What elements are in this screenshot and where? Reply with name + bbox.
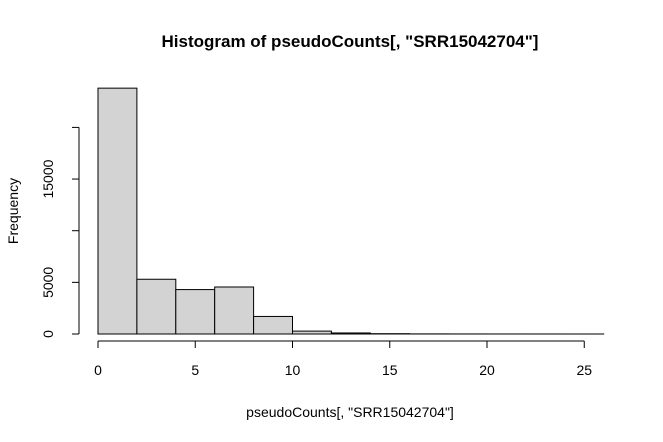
y-tick-label: 0 [40, 330, 56, 338]
x-tick-label: 0 [94, 362, 102, 378]
x-axis: 0 5 10 15 20 25 [94, 340, 592, 378]
bars-group [97, 87, 605, 335]
y-axis: 0 5000 15000 [40, 126, 80, 338]
x-tick-label: 15 [382, 362, 398, 378]
histogram-bar [175, 289, 216, 335]
histogram-bar [214, 286, 255, 335]
histogram-bar [292, 330, 332, 335]
x-tick-label: 20 [479, 362, 495, 378]
y-tick-label: 5000 [40, 267, 56, 298]
histogram-bar [97, 87, 138, 335]
histogram-bar [330, 332, 371, 335]
x-tick-label: 10 [285, 362, 301, 378]
y-axis-title: Frequency [5, 178, 21, 244]
x-tick-label: 5 [191, 362, 199, 378]
histogram-bar [136, 278, 177, 335]
chart-title: Histogram of pseudoCounts[, "SRR15042704… [162, 32, 539, 51]
y-tick-label: 15000 [40, 159, 56, 198]
x-axis-title: pseudoCounts[, "SRR15042704"] [246, 404, 454, 420]
histogram-bar [253, 315, 294, 335]
x-tick-label: 25 [576, 362, 592, 378]
